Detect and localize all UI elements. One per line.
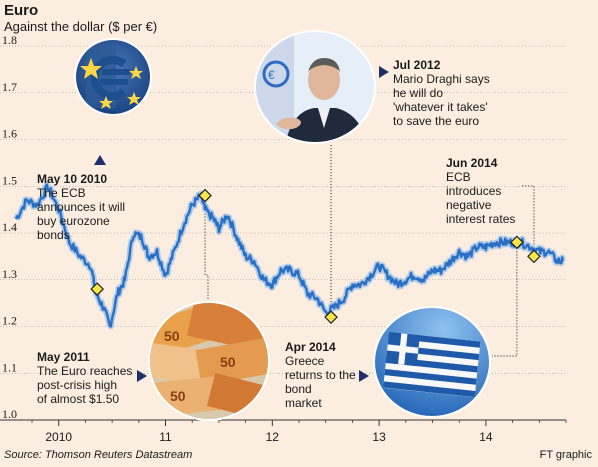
y-tick-label: 1.6 bbox=[2, 127, 17, 141]
annotation-apr-2014: Apr 2014 Greece returns to the bond mark… bbox=[285, 340, 356, 410]
annotation-heading: Jun 2014 bbox=[446, 156, 498, 170]
pointer-2010-icon bbox=[94, 155, 106, 165]
leader-line bbox=[204, 195, 209, 300]
annotation-jul-2012: Jul 2012 Mario Draghi says he will do 'w… bbox=[393, 58, 490, 128]
annotation-body: Greece returns to the bond market bbox=[285, 354, 356, 410]
x-tick-label: 2010 bbox=[45, 430, 72, 444]
annotation-may-2010: May 10 2010 The ECB announces it will bu… bbox=[37, 172, 125, 242]
y-tick-label: 1.4 bbox=[2, 220, 17, 234]
mario-draghi-photo: € bbox=[256, 32, 374, 142]
series bbox=[13, 181, 566, 330]
chart-title: Euro bbox=[4, 2, 39, 19]
svg-text:€: € bbox=[268, 68, 275, 82]
annotation-heading: Apr 2014 bbox=[285, 340, 336, 354]
y-tick-label: 1.8 bbox=[2, 33, 17, 47]
annotation-heading: Jul 2012 bbox=[393, 58, 441, 72]
y-tick-label: 1.2 bbox=[2, 314, 17, 328]
pointer-2011-icon bbox=[137, 370, 147, 382]
svg-text:50: 50 bbox=[220, 354, 236, 370]
leader-line bbox=[492, 242, 518, 357]
event-marker bbox=[324, 310, 338, 324]
x-tick-labels: 2010 11 12 13 14 bbox=[31, 420, 567, 444]
event-marker bbox=[198, 188, 212, 203]
y-tick-label: 1.3 bbox=[2, 267, 17, 281]
source-note: Source: Thomson Reuters Datastream bbox=[4, 449, 193, 461]
pointer-2012-icon bbox=[379, 66, 389, 78]
chart-subtitle: Against the dollar ($ per €) bbox=[4, 19, 158, 34]
x-tick-label: 12 bbox=[266, 430, 280, 444]
annotation-body: ECB introduces negative interest rates bbox=[446, 170, 516, 226]
graphic-credit: FT graphic bbox=[539, 449, 592, 461]
annotation-body: The ECB announces it will buy eurozone b… bbox=[37, 186, 126, 242]
annotation-body: The Euro reaches post-crisis high of alm… bbox=[37, 364, 133, 406]
leader-line bbox=[522, 185, 535, 257]
event-marker bbox=[527, 249, 541, 264]
annotation-heading: May 10 2010 bbox=[37, 172, 108, 186]
ecb-euro-sculpture-photo bbox=[76, 40, 150, 114]
y-tick-label: 1.1 bbox=[2, 360, 17, 374]
leader-lines bbox=[204, 144, 535, 357]
annotation-jun-2014: Jun 2014 ECB introduces negative interes… bbox=[446, 156, 515, 226]
event-marker bbox=[510, 235, 524, 250]
y-tick-labels: 1.0 1.1 1.2 1.3 1.4 1.5 1.6 1.7 1.8 bbox=[2, 33, 17, 421]
annotation-heading: May 2011 bbox=[37, 350, 90, 364]
x-tick-label: 14 bbox=[479, 430, 493, 444]
euro-banknotes-photo: 50 50 50 bbox=[150, 303, 268, 419]
svg-text:50: 50 bbox=[164, 328, 180, 344]
event-marker bbox=[90, 282, 105, 296]
y-tick-label: 1.0 bbox=[2, 407, 17, 421]
markers bbox=[90, 188, 541, 324]
x-tick-label: 11 bbox=[159, 430, 172, 444]
annotation-body: Mario Draghi says he will do 'whatever i… bbox=[393, 72, 490, 128]
x-tick-label: 13 bbox=[372, 430, 386, 444]
annotation-may-2011: May 2011 The Euro reaches post-crisis hi… bbox=[37, 350, 132, 406]
y-tick-label: 1.5 bbox=[2, 173, 17, 187]
svg-text:50: 50 bbox=[170, 388, 186, 404]
y-tick-label: 1.7 bbox=[2, 80, 17, 94]
greek-flag-photo bbox=[375, 308, 489, 416]
series-line bbox=[14, 183, 564, 328]
pointer-apr2014-icon bbox=[359, 370, 369, 382]
